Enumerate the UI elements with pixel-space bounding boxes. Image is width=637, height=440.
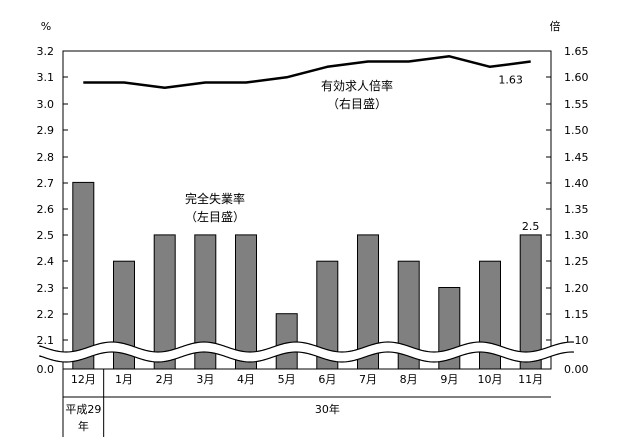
bar-4月 <box>235 234 257 370</box>
line-end-value-label: 1.63 <box>498 74 523 87</box>
right-axis-tick-label: 1.40 <box>564 177 589 190</box>
bar-8月 <box>397 260 420 370</box>
category-label-4月: 4月 <box>237 373 255 386</box>
bar-5月 <box>275 313 298 370</box>
left-axis-tick-label: 2.8 <box>37 151 55 164</box>
bar-end-value-label: 2.5 <box>522 220 540 233</box>
right-axis-tick-label: 1.65 <box>564 45 589 58</box>
bar-3月 <box>194 234 217 370</box>
axis-break-wave-upper <box>39 341 575 353</box>
right-axis-tick-label: 1.25 <box>564 255 589 268</box>
left-axis-tick-label: 3.2 <box>37 45 55 58</box>
category-label-5月: 5月 <box>278 373 296 386</box>
category-label-11月: 11月 <box>518 373 543 386</box>
right-axis-tick-label: 1.20 <box>564 282 589 295</box>
left-axis-tick-label: 2.2 <box>37 308 55 321</box>
right-axis-tick-label: 1.30 <box>564 229 589 242</box>
bar-12月 <box>72 181 95 370</box>
bar-11月 <box>519 234 542 370</box>
bar-series-label: 完全失業率（左目盛） <box>185 191 245 224</box>
bar-6月 <box>316 260 339 370</box>
bar-7月 <box>357 234 379 370</box>
left-axis-tick-label: 3.0 <box>37 98 55 111</box>
right-axis-tick-label: 1.60 <box>564 71 589 84</box>
left-axis-tick-label: 2.4 <box>37 255 55 268</box>
left-axis-tick-label: 2.1 <box>37 334 55 347</box>
category-label-10月: 10月 <box>478 373 503 386</box>
left-axis-tick-label: 2.7 <box>37 177 55 190</box>
category-label-2月: 2月 <box>156 373 174 386</box>
category-label-1月: 1月 <box>115 373 133 386</box>
left-axis-tick-label: 3.1 <box>37 71 55 84</box>
left-axis-tick-label: 0.0 <box>37 363 55 376</box>
right-axis-tick-label: 1.55 <box>564 98 589 111</box>
year-group-label-h30: 30年 <box>315 402 340 416</box>
category-label-3月: 3月 <box>196 373 214 386</box>
axis-break-band <box>40 342 574 362</box>
bar-2月 <box>153 234 176 370</box>
category-label-6月: 6月 <box>318 373 336 386</box>
year-group-label-h29: 平成29 年 <box>65 403 101 433</box>
category-label-12月: 12月 <box>71 373 96 386</box>
right-axis-tick-label: 1.35 <box>564 203 589 216</box>
axis-break-wave-lower <box>39 351 575 363</box>
left-axis-unit: % <box>41 20 51 33</box>
right-axis-tick-label: 1.50 <box>564 124 589 137</box>
category-label-7月: 7月 <box>359 373 377 386</box>
right-axis-tick-label: 1.45 <box>564 151 589 164</box>
category-label-9月: 9月 <box>440 373 458 386</box>
line-series-label: 有効求人倍率（右目盛） <box>321 78 393 111</box>
category-label-8月: 8月 <box>400 373 418 386</box>
right-axis-tick-label: 1.15 <box>564 308 589 321</box>
left-axis-tick-label: 2.6 <box>37 203 55 216</box>
plot-frame <box>62 50 552 370</box>
right-axis-unit: 倍 <box>550 19 561 33</box>
right-axis-tick-label: 0.00 <box>564 363 589 376</box>
line-series-job-openings-ratio <box>83 55 531 90</box>
left-axis-tick-label: 2.3 <box>37 282 55 295</box>
left-axis-tick-label: 2.5 <box>37 229 55 242</box>
left-axis-tick-label: 2.9 <box>37 124 55 137</box>
